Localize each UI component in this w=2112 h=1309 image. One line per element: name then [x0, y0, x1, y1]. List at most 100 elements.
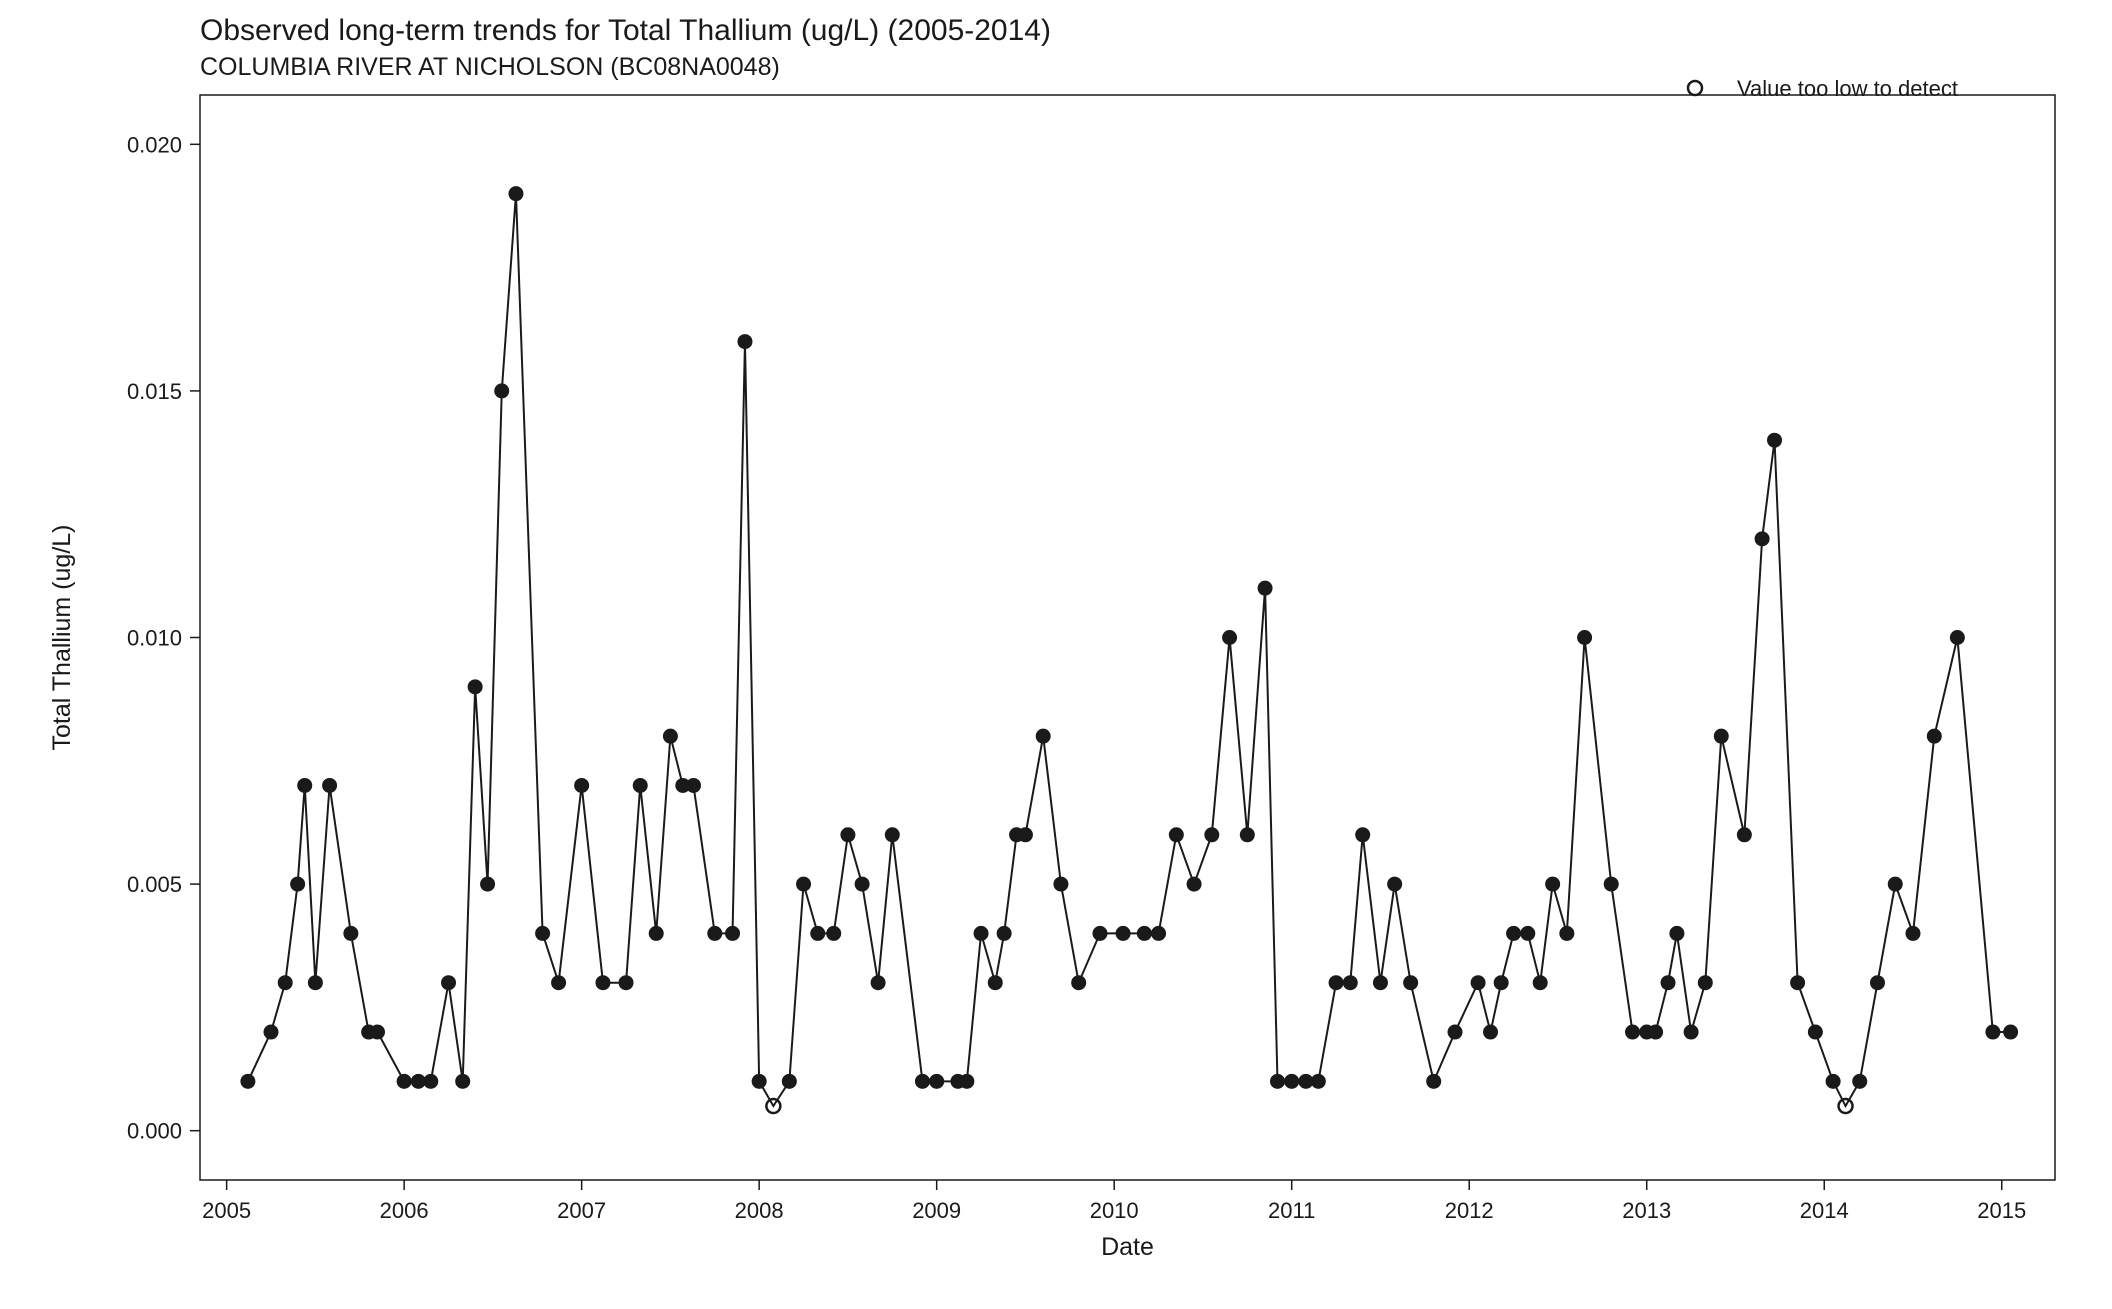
data-point: [1448, 1025, 1462, 1039]
data-point: [1755, 532, 1769, 546]
data-point: [481, 877, 495, 891]
x-axis-label: Date: [1101, 1233, 1154, 1261]
data-point: [871, 976, 885, 990]
data-point: [738, 335, 752, 349]
data-point: [1737, 828, 1751, 842]
data-point: [411, 1074, 425, 1088]
data-point: [371, 1025, 385, 1039]
data-point: [1152, 926, 1166, 940]
data-point: [1018, 828, 1032, 842]
data-point: [1698, 976, 1712, 990]
data-point: [797, 877, 811, 891]
data-point: [308, 976, 322, 990]
data-point: [1714, 729, 1728, 743]
data-point: [930, 1074, 944, 1088]
data-point: [1494, 976, 1508, 990]
data-point: [1604, 877, 1618, 891]
data-point: [708, 926, 722, 940]
data-point: [291, 877, 305, 891]
data-point: [424, 1074, 438, 1088]
data-point: [1240, 828, 1254, 842]
data-point: [988, 976, 1002, 990]
data-point: [1507, 926, 1521, 940]
data-point: [782, 1074, 796, 1088]
data-point: [442, 976, 456, 990]
data-point: [1187, 877, 1201, 891]
data-point: [1072, 976, 1086, 990]
data-point: [323, 778, 337, 792]
data-point: [1093, 926, 1107, 940]
x-tick-label: 2011: [1268, 1198, 1315, 1223]
chart-title: Observed long-term trends for Total Thal…: [200, 14, 1051, 47]
data-point: [1649, 1025, 1663, 1039]
data-point: [1578, 631, 1592, 645]
y-tick-label: 0.020: [127, 132, 182, 157]
data-point: [397, 1074, 411, 1088]
data-point: [1404, 976, 1418, 990]
data-point: [1343, 976, 1357, 990]
data-point: [456, 1074, 470, 1088]
data-point: [495, 384, 509, 398]
data-point: [575, 778, 589, 792]
data-point: [726, 926, 740, 940]
data-point: [686, 778, 700, 792]
data-point: [1661, 976, 1675, 990]
x-tick-label: 2009: [912, 1198, 961, 1223]
data-point: [974, 926, 988, 940]
data-point: [596, 976, 610, 990]
data-point: [1906, 926, 1920, 940]
data-point: [855, 877, 869, 891]
data-point: [997, 926, 1011, 940]
data-point: [827, 926, 841, 940]
y-axis-label: Total Thallium (ug/L): [48, 524, 76, 750]
data-point: [1533, 976, 1547, 990]
data-point: [619, 976, 633, 990]
data-point: [1388, 877, 1402, 891]
data-point: [264, 1025, 278, 1039]
data-point: [841, 828, 855, 842]
data-point: [1471, 976, 1485, 990]
data-point: [1521, 926, 1535, 940]
data-point: [298, 778, 312, 792]
data-point: [2004, 1025, 2018, 1039]
x-tick-label: 2012: [1445, 1198, 1494, 1223]
chart-svg: Observed long-term trends for Total Thal…: [0, 0, 2112, 1309]
series-line: [248, 194, 2011, 1106]
data-point: [1791, 976, 1805, 990]
data-point: [811, 926, 825, 940]
data-point: [1311, 1074, 1325, 1088]
data-point: [1826, 1074, 1840, 1088]
data-point: [552, 976, 566, 990]
y-tick-label: 0.000: [127, 1119, 182, 1144]
data-point: [885, 828, 899, 842]
legend-label: Value too low to detect: [1737, 76, 1958, 101]
data-point: [649, 926, 663, 940]
data-point: [915, 1074, 929, 1088]
plot-panel: [200, 95, 2055, 1180]
data-point: [1036, 729, 1050, 743]
data-point: [1137, 926, 1151, 940]
data-point: [960, 1074, 974, 1088]
x-tick-label: 2007: [557, 1198, 606, 1223]
data-point: [1808, 1025, 1822, 1039]
x-tick-label: 2005: [202, 1198, 251, 1223]
data-point: [1684, 1025, 1698, 1039]
x-tick-label: 2014: [1800, 1198, 1849, 1223]
data-point: [1258, 581, 1272, 595]
data-point: [468, 680, 482, 694]
x-tick-label: 2008: [735, 1198, 784, 1223]
data-point: [752, 1074, 766, 1088]
data-point: [1768, 433, 1782, 447]
data-point: [663, 729, 677, 743]
data-point: [1853, 1074, 1867, 1088]
data-point: [1299, 1074, 1313, 1088]
data-point: [1626, 1025, 1640, 1039]
data-point: [1356, 828, 1370, 842]
data-point: [1888, 877, 1902, 891]
y-tick-label: 0.010: [127, 626, 182, 651]
data-point: [1270, 1074, 1284, 1088]
y-tick-label: 0.015: [127, 379, 182, 404]
x-tick-label: 2013: [1622, 1198, 1671, 1223]
data-point: [1560, 926, 1574, 940]
data-point: [241, 1074, 255, 1088]
